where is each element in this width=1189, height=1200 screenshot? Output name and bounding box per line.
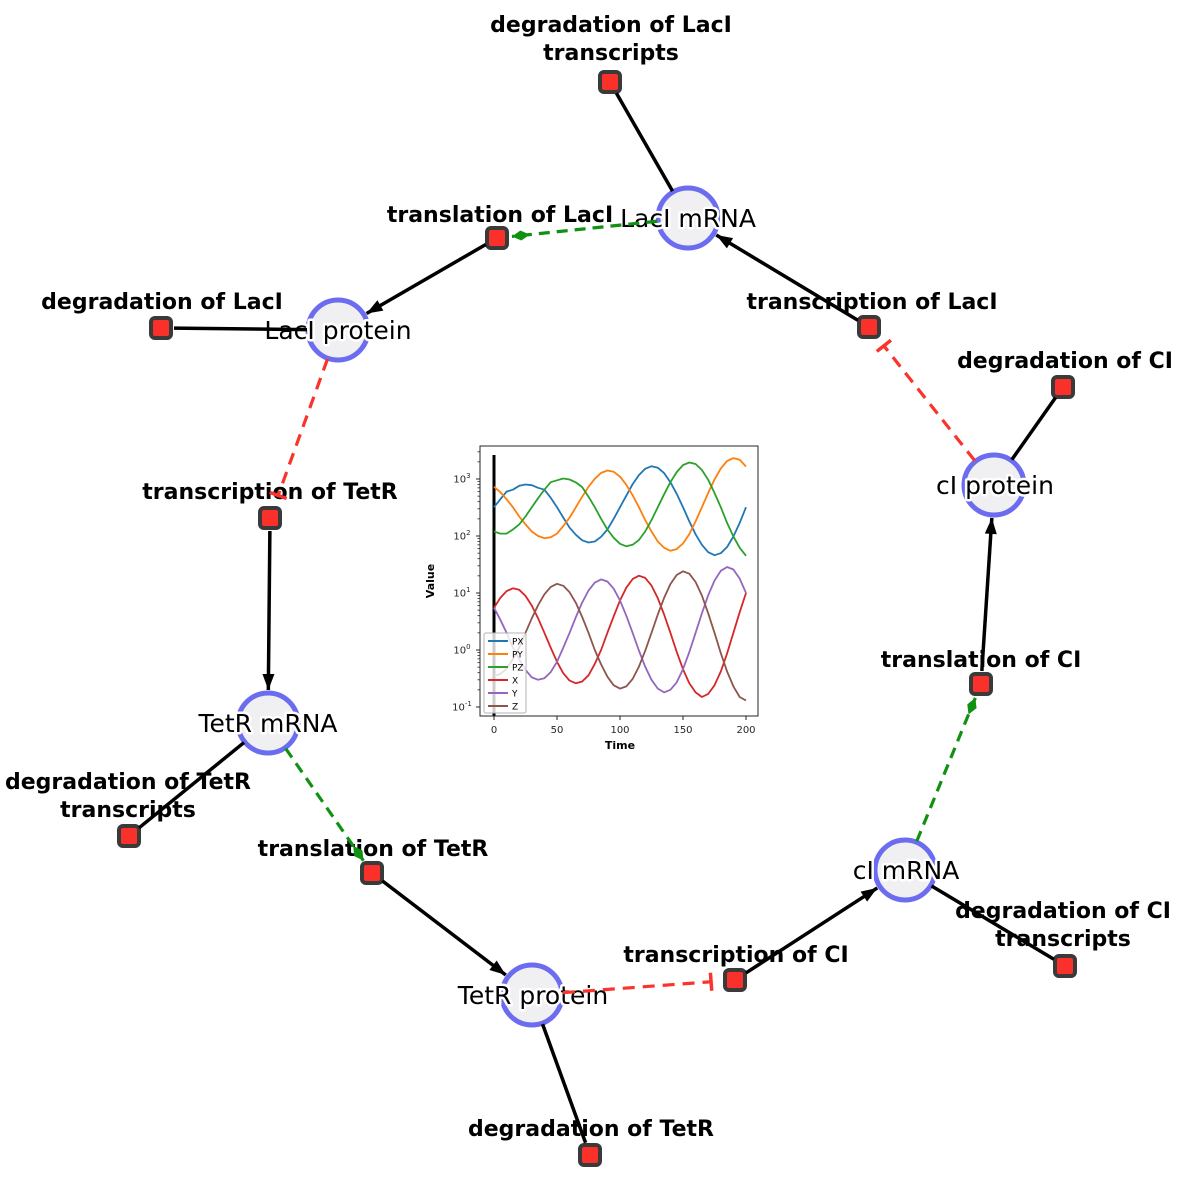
edge-tetr-protein-to-txn-ci (562, 972, 714, 995)
edges-layer (137, 92, 1057, 1144)
reaction-node-deg-ci-tx (1053, 954, 1077, 978)
y-tick-label: 102 (453, 529, 470, 543)
label-deg-laci-tx-line2: transcripts (543, 41, 679, 66)
species-node-ci-mrna (872, 837, 938, 903)
edge-tetr-mrna-to-transl-tetr (284, 747, 365, 862)
reaction-node-txn-laci (857, 315, 881, 339)
edge-tetr-protein-to-deg-tetr (540, 1023, 588, 1144)
legend-label-X: X (512, 677, 518, 687)
edge-laci-mrna-to-deg-laci-tx (614, 92, 675, 192)
label-deg-ci: degradation of CI (957, 349, 1173, 374)
reaction-node-transl-laci (485, 226, 509, 250)
edge-txn-laci-to-laci-mrna (715, 233, 859, 322)
plot-curve-PZ (493, 461, 747, 557)
x-tick-label: 150 (673, 725, 692, 736)
label-ci-mrna: cI mRNA (853, 856, 960, 885)
edge-ci-protein-to-deg-ci (1010, 396, 1057, 461)
reaction-node-deg-laci (149, 316, 173, 340)
label-txn-tetr: transcription of TetR (142, 480, 398, 505)
label-txn-ci: transcription of CI (623, 943, 848, 968)
label-tetr-protein: TetR protein (457, 981, 608, 1010)
species-node-laci-mrna (655, 185, 721, 251)
x-axis-label: Time (605, 739, 635, 752)
edge-ci-protein-to-txn-laci (875, 338, 977, 462)
edge-tetr-mrna-to-deg-tetr-tx (137, 741, 246, 830)
species-node-ci-protein (961, 452, 1027, 518)
x-tick-label: 200 (736, 725, 755, 736)
label-txn-laci: transcription of LacI (746, 290, 997, 315)
legend-label-PX: PX (512, 638, 524, 648)
label-tetr-mrna: TetR mRNA (197, 709, 337, 738)
label-deg-laci: degradation of LacI (41, 290, 283, 315)
reaction-node-deg-tetr-tx (117, 824, 141, 848)
reaction-node-deg-ci (1051, 375, 1075, 399)
edge-txn-tetr-to-tetr-mrna (262, 530, 275, 691)
plot-curve-Z (493, 570, 747, 702)
label-deg-tetr: degradation of TetR (468, 1117, 714, 1142)
plot-curve-PX (493, 465, 747, 557)
label-transl-laci: translation of LacI (387, 203, 613, 228)
label-deg-tetr-tx: degradation of TetR (5, 770, 251, 795)
reaction-node-txn-tetr (258, 506, 282, 530)
edge-ci-mrna-to-deg-ci-tx (930, 884, 1055, 961)
reaction-node-transl-ci (969, 672, 993, 696)
legend-label-Z: Z (512, 703, 518, 713)
reaction-node-txn-ci (723, 968, 747, 992)
species-node-tetr-protein (499, 962, 565, 1028)
x-tick-label: 0 (491, 725, 497, 736)
edge-laci-protein-to-deg-laci (173, 326, 308, 332)
plot-frame (479, 445, 759, 717)
edge-ci-mrna-to-transl-ci (915, 697, 977, 842)
edge-laci-mrna-to-transl-laci (511, 219, 658, 241)
y-tick-label: 103 (453, 472, 470, 486)
reaction-node-transl-tetr (360, 861, 384, 885)
x-tick-label: 50 (551, 725, 564, 736)
edge-laci-protein-to-txn-tetr (269, 358, 329, 501)
label-ci-protein: cI protein (936, 471, 1054, 500)
legend-label-PZ: PZ (512, 664, 524, 674)
y-tick-label: 100 (453, 643, 470, 657)
label-deg-ci-tx-line2: transcripts (995, 927, 1131, 952)
plot-curve-Y (493, 566, 747, 694)
nodes-layer (117, 70, 1077, 1167)
x-tick-label: 100 (610, 725, 629, 736)
edge-transl-ci-to-ci-protein (980, 517, 997, 672)
reaction-node-deg-laci-tx (598, 70, 622, 94)
reaction-node-deg-tetr (578, 1143, 602, 1167)
y-tick-label: 10-1 (452, 700, 472, 714)
plot-curve-PY (493, 457, 747, 552)
species-node-tetr-mrna (235, 690, 301, 756)
y-tick-label: 101 (453, 586, 470, 600)
timeseries-plot: 10-1 100 101 102 103 0 50 100 150 200 Time Value PX P… (424, 445, 759, 752)
edge-txn-ci-to-ci-mrna (744, 886, 879, 975)
edge-transl-laci-to-laci-protein (365, 242, 487, 315)
edge-transl-tetr-to-tetr-protein (381, 879, 507, 977)
label-transl-tetr: translation of TetR (258, 837, 489, 862)
species-node-laci-protein (305, 297, 371, 363)
label-deg-tetr-tx-line2: transcripts (60, 798, 196, 823)
label-laci-mrna: LacI mRNA (620, 204, 756, 233)
label-deg-laci-tx: degradation of LacI (490, 13, 732, 38)
y-axis-label: Value (424, 564, 437, 598)
legend-label-Y: Y (511, 690, 518, 700)
legend-label-PY: PY (512, 651, 523, 661)
